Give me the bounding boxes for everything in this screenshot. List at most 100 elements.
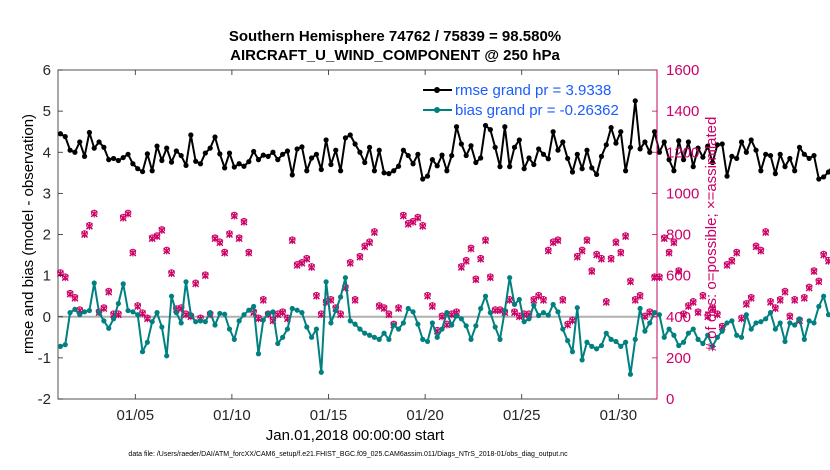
obs-marker xyxy=(800,293,808,302)
obs-marker xyxy=(428,302,436,310)
y-right-tick-label: 1200 xyxy=(666,144,699,161)
obs-possible-o xyxy=(612,238,620,246)
y-right-tick-label: 600 xyxy=(666,268,691,285)
rmse-point xyxy=(328,161,334,168)
bias-point xyxy=(139,349,146,355)
bias-point xyxy=(468,336,474,342)
obs-marker xyxy=(380,304,388,313)
bias-point xyxy=(473,323,479,329)
obs-marker xyxy=(351,296,359,304)
bias-point xyxy=(309,334,315,340)
obs-possible-o xyxy=(361,242,369,250)
obs-possible-o xyxy=(202,271,209,278)
y-axis-right: 0 200 400 600 800 1000 1200 1400 1600 xyxy=(652,62,699,408)
obs-marker xyxy=(670,238,678,247)
obs-possible-o xyxy=(414,213,422,221)
rmse-point xyxy=(531,161,537,168)
bias-point xyxy=(226,326,233,332)
obs-possible-o xyxy=(144,314,151,322)
rmse-point xyxy=(647,149,653,155)
obs-marker xyxy=(308,263,316,271)
bias-point xyxy=(381,330,387,336)
bias-point xyxy=(603,330,609,336)
rmse-point xyxy=(449,152,455,159)
rmse-point xyxy=(458,141,464,147)
bias-point xyxy=(623,339,629,345)
bias-point xyxy=(511,301,518,308)
obs-possible-o xyxy=(216,238,224,246)
rmse-point xyxy=(415,151,421,157)
rmse-point xyxy=(714,142,720,148)
legend-rmse-label: rmse grand pr = 3.9338 xyxy=(455,82,611,99)
bias-point xyxy=(695,336,701,342)
bias-point xyxy=(173,310,179,316)
rmse-point xyxy=(767,152,774,159)
obs-marker xyxy=(689,298,697,306)
obs-possible-o xyxy=(607,254,615,262)
bias-point xyxy=(434,334,440,340)
rmse-point xyxy=(395,163,402,169)
obs-marker xyxy=(742,300,750,308)
rmse-point xyxy=(507,164,513,170)
obs-marker xyxy=(713,310,721,319)
obs-possible-o xyxy=(303,254,311,262)
x-tick-label: 01/30 xyxy=(600,407,638,424)
obs-marker xyxy=(254,314,262,323)
rmse-point xyxy=(207,145,213,151)
obs-possible-o xyxy=(593,250,600,258)
obs-marker xyxy=(617,248,625,257)
rmse-point xyxy=(825,169,830,175)
rmse-point xyxy=(86,129,92,136)
rmse-point xyxy=(705,143,711,149)
obs-marker xyxy=(298,258,306,267)
rmse-point xyxy=(342,135,349,141)
obs-possible-o xyxy=(235,234,243,241)
obs-possible-o xyxy=(762,228,769,235)
rmse-point xyxy=(168,159,175,165)
obs-marker xyxy=(622,232,630,241)
bias-point xyxy=(405,305,411,312)
bias-point xyxy=(709,343,716,349)
y-right-tick-label: 400 xyxy=(666,309,691,326)
obs-marker xyxy=(723,261,731,269)
legend-bias-marker xyxy=(434,107,440,113)
rmse-point xyxy=(241,163,247,169)
obs-marker xyxy=(699,291,707,300)
obs-possible-o xyxy=(685,302,692,309)
rmse-point xyxy=(738,139,745,145)
y-right-tick-label: 1000 xyxy=(666,185,699,202)
bias-point xyxy=(613,338,619,345)
obs-possible-o xyxy=(482,236,489,243)
rmse-point xyxy=(618,129,624,135)
obs-marker xyxy=(762,228,770,236)
obs-marker xyxy=(583,236,591,245)
obs-marker xyxy=(757,246,765,255)
bias-point xyxy=(492,324,498,330)
bias-point xyxy=(545,312,551,318)
bias-point xyxy=(627,371,634,377)
obs-marker xyxy=(602,298,610,306)
rmse-point xyxy=(782,164,788,170)
bias-point xyxy=(569,349,576,355)
bias-point xyxy=(700,340,706,347)
y-right-tick-label: 200 xyxy=(666,350,691,367)
obs-marker xyxy=(824,256,830,265)
bias-point xyxy=(270,309,276,315)
obs-possible-o xyxy=(337,310,344,317)
obs-possible-o xyxy=(743,300,750,307)
obs-marker xyxy=(597,254,605,263)
obs-marker xyxy=(573,252,581,261)
obs-marker xyxy=(399,211,407,220)
obs-possible-o xyxy=(588,267,596,274)
rmse-point xyxy=(569,169,576,175)
obs-possible-o xyxy=(385,310,393,317)
rmse-point xyxy=(623,168,629,174)
obs-possible-o xyxy=(540,296,547,303)
bias-point xyxy=(420,336,426,342)
rmse-point xyxy=(666,157,672,163)
obs-possible-o xyxy=(786,312,794,320)
bias-point xyxy=(536,312,542,319)
bias-point xyxy=(594,346,600,352)
rmse-point xyxy=(724,173,730,179)
y-right-tick-label: 1400 xyxy=(666,103,699,120)
